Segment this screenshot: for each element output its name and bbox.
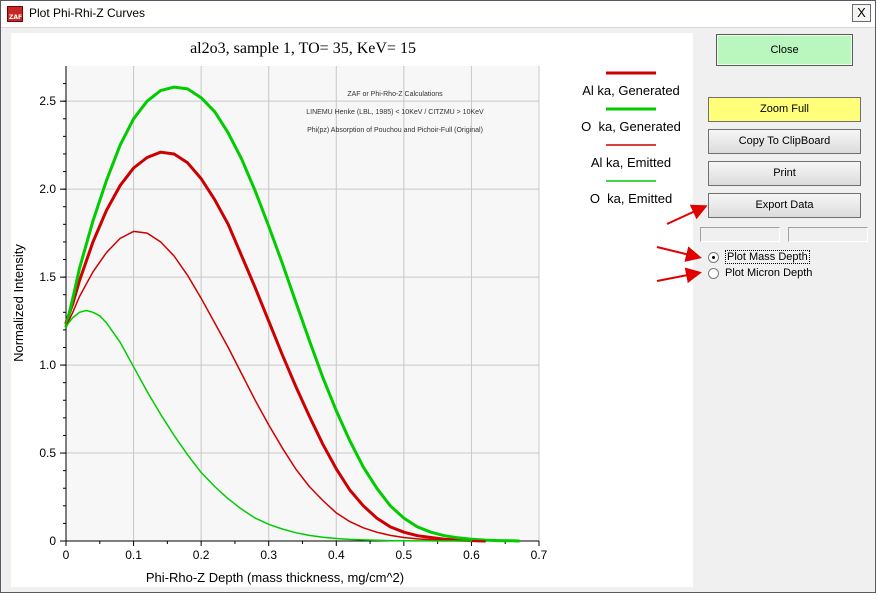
y-axis-label: Normalized Intensity bbox=[11, 244, 26, 362]
x-tick-label: 0.7 bbox=[531, 548, 548, 562]
arrow-to-micron-depth bbox=[656, 267, 702, 284]
radio-micron-indicator[interactable] bbox=[708, 268, 719, 279]
close-button[interactable]: Close bbox=[716, 34, 853, 66]
print-button[interactable]: Print bbox=[708, 161, 861, 186]
x-tick-label: 0.3 bbox=[260, 548, 277, 562]
x-tick-label: 0.4 bbox=[328, 548, 345, 562]
axes: 0 0.1 0.2 0.3 0.4 0.5 0.6 0.7 0 0.5 1.0 1.5 2.0 2.5 bbox=[39, 66, 548, 562]
series-line-3 bbox=[65, 230, 486, 542]
plot-micron-depth-label[interactable]: Plot Micron Depth bbox=[725, 267, 813, 279]
y-tick-label: 0.5 bbox=[39, 446, 56, 460]
y-tick-label: 2.0 bbox=[39, 182, 56, 196]
legend-label-2: O ka, Generated bbox=[581, 119, 681, 134]
annotation-2: LINEMU Henke (LBL, 1985) < 10KeV / CITZM… bbox=[306, 109, 484, 116]
legend-label-1: Al ka, Generated bbox=[582, 83, 680, 98]
app-icon-text: ZAF bbox=[9, 14, 23, 21]
chart-title: al2o3, sample 1, TO= 35, KeV= 15 bbox=[190, 40, 416, 57]
y-tick-label: 1.0 bbox=[39, 358, 56, 372]
y-tick-label: 0 bbox=[49, 534, 56, 548]
status-field-right bbox=[788, 227, 868, 242]
x-tick-label: 0.5 bbox=[396, 548, 413, 562]
y-tick-label: 2.5 bbox=[39, 94, 56, 108]
annotation-1: ZAF or Phi-Rho-Z Calculations bbox=[347, 91, 443, 98]
x-tick-label: 0.6 bbox=[463, 548, 480, 562]
title-bar: ZAF Plot Phi-Rhi-Z Curves X bbox=[1, 1, 875, 28]
app-icon[interactable]: ZAF bbox=[7, 6, 23, 22]
annotation-3: Phi(pz) Absorption of Pouchou and Pichoi… bbox=[307, 127, 483, 134]
zoom-full-button[interactable]: Zoom Full bbox=[708, 97, 861, 122]
series-line-1 bbox=[64, 150, 487, 543]
arrow-to-mass-depth bbox=[656, 246, 702, 262]
plot-background bbox=[66, 66, 539, 541]
series-line-4 bbox=[65, 309, 473, 542]
grid bbox=[66, 66, 540, 541]
plot-area: 0 0.1 0.2 0.3 0.4 0.5 0.6 0.7 0 0.5 1.0 1.5 2.0 2.5 A… bbox=[11, 33, 693, 587]
window-title: Plot Phi-Rhi-Z Curves bbox=[29, 6, 146, 20]
y-tick-label: 1.5 bbox=[39, 270, 56, 284]
copy-to-clipboard-button[interactable]: Copy To ClipBoard bbox=[708, 129, 861, 154]
export-data-button[interactable]: Export Data bbox=[708, 193, 861, 218]
x-tick-label: 0.1 bbox=[125, 548, 142, 562]
annotation-arrows bbox=[656, 204, 708, 284]
series-lines bbox=[64, 85, 521, 543]
legend-label-3: Al ka, Emitted bbox=[591, 155, 671, 170]
series-line-2 bbox=[64, 85, 521, 543]
radio-mass-indicator[interactable] bbox=[708, 252, 719, 263]
legend: Al ka, Generated O ka, Generated Al ka, Em… bbox=[581, 71, 681, 206]
window-close-button[interactable]: X bbox=[852, 4, 871, 22]
x-axis-label: Phi-Rho-Z Depth (mass thickness, mg/cm^2… bbox=[146, 570, 404, 585]
legend-label-4: O ka, Emitted bbox=[590, 191, 672, 206]
x-tick-label: 0.2 bbox=[193, 548, 210, 562]
x-tick-label: 0 bbox=[63, 548, 70, 562]
phi-rho-z-chart: 0 0.1 0.2 0.3 0.4 0.5 0.6 0.7 0 0.5 1.0 1.5 2.0 2.5 A… bbox=[11, 40, 681, 585]
plot-mass-depth-label[interactable]: Plot Mass Depth bbox=[725, 250, 810, 264]
status-field-left bbox=[700, 227, 780, 242]
arrow-to-export bbox=[666, 204, 708, 225]
